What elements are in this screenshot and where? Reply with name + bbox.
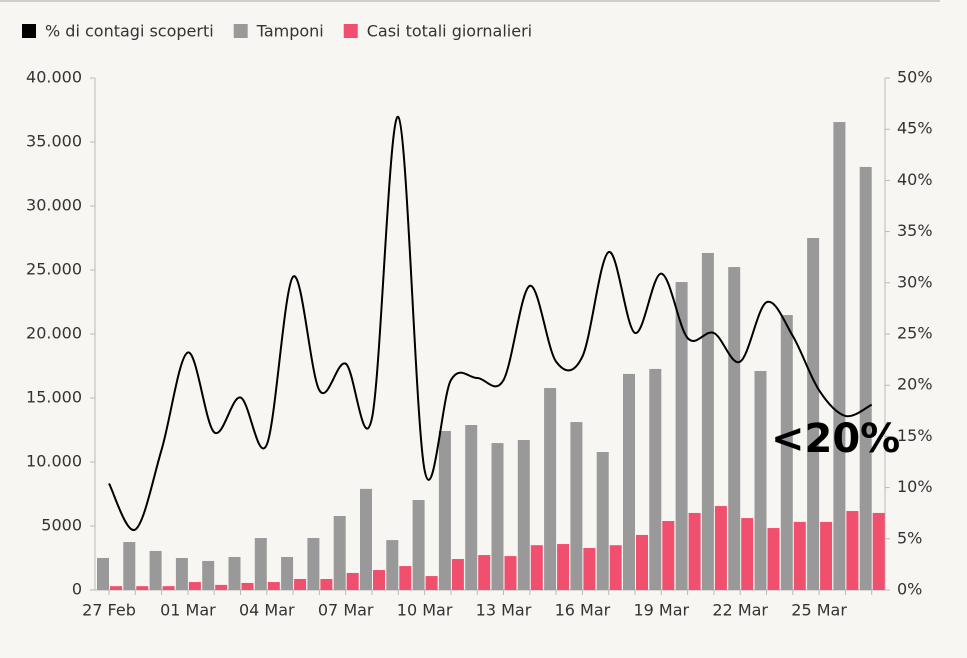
legend-label: % di contagi scoperti [45, 22, 214, 41]
y-tick-label: 0 [72, 580, 82, 599]
bar [241, 582, 254, 590]
y-tick-label: 15.000 [26, 388, 82, 407]
bar [504, 556, 517, 590]
y-tick-label: 20.000 [26, 324, 82, 343]
legend-label: Tamponi [256, 22, 324, 41]
bar [557, 544, 570, 590]
bar [399, 566, 412, 590]
y2-tick-label: 40% [897, 170, 933, 189]
bar [688, 512, 701, 590]
y2-tick-label: 45% [897, 119, 933, 138]
bar [767, 528, 780, 590]
legend-label: Casi totali giornalieri [367, 22, 532, 41]
y2-tick-label: 50% [897, 68, 933, 87]
bar [281, 556, 294, 590]
x-tick-label: 04 Mar [239, 601, 295, 620]
legend-swatch [233, 24, 248, 38]
bar [149, 550, 162, 590]
bar [583, 548, 596, 590]
bar [780, 315, 793, 590]
bar [478, 555, 491, 590]
bar [386, 540, 399, 590]
bar [517, 439, 530, 590]
bar [254, 538, 267, 590]
y2-tick-label: 20% [897, 375, 933, 394]
y-tick-label: 35.000 [26, 132, 82, 151]
bar [754, 370, 767, 590]
bar [623, 373, 635, 590]
x-tick-label: 25 Mar [791, 601, 847, 620]
x-tick-label: 27 Feb [82, 601, 136, 620]
y-tick-label: 5000 [41, 516, 82, 535]
bar [202, 560, 215, 590]
bar [412, 500, 425, 590]
bar [530, 545, 543, 590]
y2-tick-label: 10% [897, 477, 933, 496]
x-tick-label: 22 Mar [712, 601, 768, 620]
y2-tick-label: 5% [897, 528, 922, 547]
y2-tick-label: 15% [897, 426, 933, 445]
y2-tick-label: 30% [897, 272, 933, 291]
x-tick-label: 16 Mar [555, 601, 611, 620]
bar [320, 578, 333, 590]
x-tick-label: 13 Mar [476, 601, 532, 620]
y-tick-label: 10.000 [26, 452, 82, 471]
y2-tick-label: 35% [897, 221, 933, 240]
y-tick-label: 25.000 [26, 260, 82, 279]
bar [307, 538, 320, 590]
bar [373, 570, 385, 590]
y2-tick-label: 0% [897, 580, 922, 599]
bar [741, 518, 754, 590]
bar [175, 558, 188, 590]
bar [188, 582, 201, 590]
bar [570, 422, 583, 590]
bar [859, 166, 872, 590]
bar [872, 512, 885, 590]
bar [333, 516, 346, 590]
x-tick-label: 19 Mar [633, 601, 689, 620]
bar [425, 576, 438, 590]
bar [662, 521, 675, 590]
bar [267, 582, 280, 590]
bar [846, 511, 859, 590]
bar [346, 572, 359, 590]
bar [833, 122, 846, 591]
bar [215, 584, 228, 590]
bar [438, 431, 451, 590]
bar [491, 443, 504, 590]
bar [110, 586, 122, 590]
bar [675, 282, 688, 590]
annotation: <20% [771, 416, 900, 462]
bar [820, 521, 833, 590]
bar [162, 586, 175, 590]
line [108, 115, 873, 531]
bar [360, 488, 372, 590]
bar [609, 545, 622, 590]
bar [728, 267, 741, 590]
x-tick-label: 10 Mar [397, 601, 453, 620]
bar [294, 578, 307, 590]
bar [701, 252, 714, 590]
legend-swatch [22, 24, 36, 38]
bar [228, 556, 241, 590]
legend-swatch [343, 24, 358, 38]
y-tick-label: 40.000 [26, 68, 82, 87]
y-tick-label: 30.000 [26, 196, 82, 215]
bar [136, 586, 149, 590]
bar [97, 558, 109, 590]
bar [714, 506, 727, 590]
bar [465, 425, 478, 590]
bar [793, 521, 806, 590]
bar [649, 368, 662, 590]
bar [807, 238, 820, 590]
x-tick-label: 01 Mar [160, 601, 216, 620]
bar [596, 452, 609, 590]
y2-tick-label: 25% [897, 324, 933, 343]
x-tick-label: 07 Mar [318, 601, 374, 620]
bar [636, 534, 648, 590]
bar [544, 388, 557, 590]
bar [451, 559, 464, 590]
bar [123, 542, 136, 590]
